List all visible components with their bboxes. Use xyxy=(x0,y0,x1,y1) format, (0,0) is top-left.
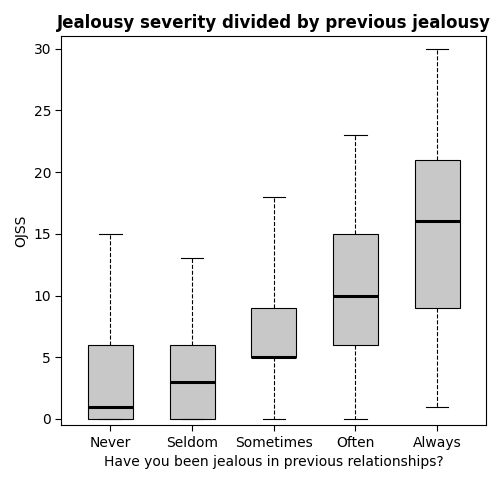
X-axis label: Have you been jealous in previous relationships?: Have you been jealous in previous relati… xyxy=(104,455,444,469)
PathPatch shape xyxy=(333,234,378,345)
PathPatch shape xyxy=(170,345,214,419)
Y-axis label: OJSS: OJSS xyxy=(14,214,28,247)
Title: Jealousy severity divided by previous jealousy: Jealousy severity divided by previous je… xyxy=(57,14,491,32)
PathPatch shape xyxy=(414,160,460,308)
PathPatch shape xyxy=(252,308,296,357)
PathPatch shape xyxy=(88,345,133,419)
